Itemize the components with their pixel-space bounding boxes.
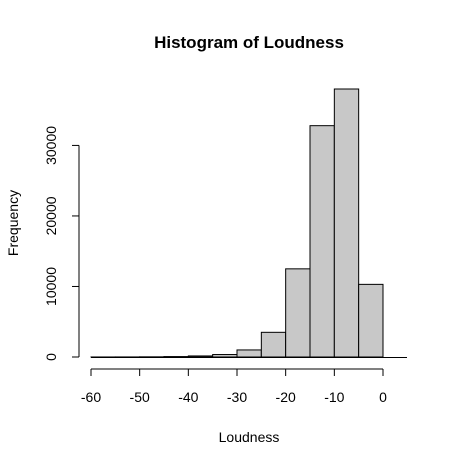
x-tick-label: -10 xyxy=(324,389,344,405)
histogram-bar xyxy=(260,331,287,358)
x-axis-title: Loudness xyxy=(219,429,280,445)
histogram-bar xyxy=(309,125,335,358)
bars-layer xyxy=(90,88,407,358)
y-tick-label: 10000 xyxy=(43,267,59,306)
y-tick-label: 0 xyxy=(43,353,59,361)
x-tick-label: -50 xyxy=(130,389,150,405)
histogram-bar xyxy=(358,283,384,358)
y-tick-label: 20000 xyxy=(43,196,59,235)
x-tick-label: -40 xyxy=(178,389,198,405)
x-tick-label: 0 xyxy=(379,389,387,405)
y-axis: 0 10000 20000 30000 xyxy=(43,126,80,361)
y-tick-label: 30000 xyxy=(43,126,59,165)
x-axis: -60 -50 -40 -30 -20 -10 0 xyxy=(81,368,387,405)
histogram-bar xyxy=(333,88,360,358)
y-axis-title: Frequency xyxy=(5,190,21,256)
x-tick-label: -60 xyxy=(81,389,101,405)
histogram-bar xyxy=(212,354,238,358)
x-tick-label: -20 xyxy=(276,389,296,405)
x-tick-label: -30 xyxy=(227,389,247,405)
histogram-bar xyxy=(236,349,262,358)
chart-title: Histogram of Loudness xyxy=(154,33,344,52)
histogram-bar xyxy=(285,268,311,358)
histogram-bar xyxy=(187,355,214,358)
